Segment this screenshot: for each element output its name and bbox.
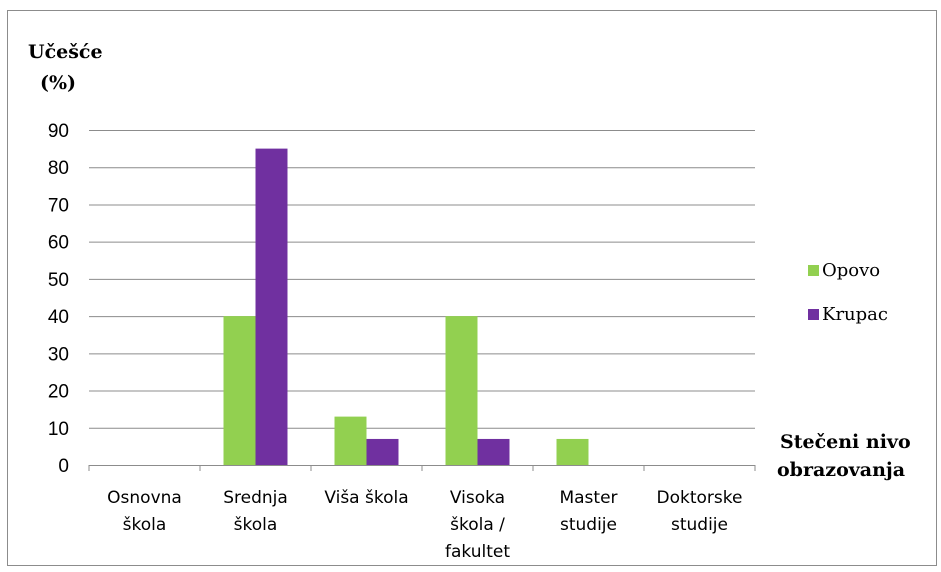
y-tick-label: 40 [48, 307, 69, 328]
y-tick-label: 20 [48, 382, 69, 403]
x-axis-title-line: Stečeni nivo [780, 431, 911, 453]
legend-label-krupac: Krupac [822, 304, 888, 325]
x-category-label: Visoka [450, 488, 505, 508]
x-axis-title-line: obrazovanja [777, 459, 905, 481]
legend-label-opovo: Opovo [822, 260, 880, 281]
y-tick-label: 30 [48, 344, 69, 365]
y-axis-title-line: (%) [40, 72, 76, 94]
y-tick-label: 70 [48, 195, 69, 216]
bar-opovo-1 [223, 316, 256, 465]
bar-opovo-4 [556, 438, 589, 465]
bar-opovo-2 [334, 416, 367, 465]
y-tick-label: 10 [48, 419, 69, 440]
y-tick-label: 60 [48, 233, 69, 254]
x-category-label: Osnovna [107, 488, 182, 508]
y-tick-label: 80 [48, 158, 69, 179]
x-category-label: škola [123, 515, 167, 535]
x-category-labels: Osnovna škola Srednja škola Viša škola Visoka… [107, 488, 742, 562]
y-tick-label: 90 [48, 121, 69, 142]
bar-opovo-3 [445, 316, 478, 465]
x-category-label: Srednja [223, 488, 288, 508]
bars [223, 148, 589, 465]
gridlines [89, 130, 755, 429]
x-category-label: Doktorske [657, 488, 743, 508]
y-tick-label: 0 [58, 456, 69, 477]
bar-krupac-2 [366, 438, 399, 465]
bar-krupac-3 [477, 438, 510, 465]
y-tick-labels: 0 10 20 30 40 50 60 70 80 90 [48, 121, 69, 477]
x-category-label: škola / [450, 515, 505, 535]
x-category-label: fakultet [445, 542, 510, 562]
x-category-label: škola [234, 515, 278, 535]
y-axis-title: Učešće (%) [28, 41, 103, 94]
x-category-label: Master [559, 488, 617, 508]
legend-swatch-krupac [808, 309, 819, 320]
x-axis-title: Stečeni nivo obrazovanja [777, 431, 911, 481]
chart-frame [7, 10, 937, 566]
bar-krupac-1 [255, 148, 288, 465]
x-category-label: studije [671, 515, 728, 535]
legend: Opovo Krupac [808, 260, 888, 325]
x-category-label: studije [560, 515, 617, 535]
x-axis [88, 465, 756, 471]
legend-swatch-opovo [808, 265, 819, 276]
y-tick-label: 50 [48, 270, 69, 291]
y-axis-title-line: Učešće [28, 41, 103, 63]
x-category-label: Viša škola [324, 488, 408, 508]
